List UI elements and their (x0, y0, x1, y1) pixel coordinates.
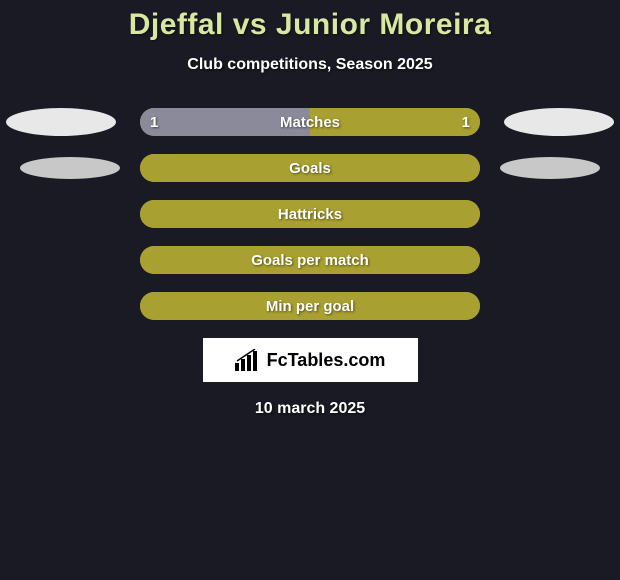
stat-label: Min per goal (266, 298, 354, 315)
stat-row: Min per goal (0, 292, 620, 320)
stat-value-right: 1 (462, 114, 470, 131)
stat-bar: Min per goal (140, 292, 480, 320)
footer-date: 10 march 2025 (255, 400, 365, 418)
stat-label: Goals per match (251, 252, 369, 269)
chart-icon (235, 349, 261, 371)
player-ellipse-right (500, 157, 600, 179)
player-ellipse-left (6, 108, 116, 136)
player-ellipse-left (20, 157, 120, 179)
stat-value-left: 1 (150, 114, 158, 131)
comparison-infographic: Djeffal vs Junior Moreira Club competiti… (0, 0, 620, 418)
stat-bar: Hattricks (140, 200, 480, 228)
subtitle: Club competitions, Season 2025 (187, 56, 432, 74)
stat-bar: Goals per match (140, 246, 480, 274)
chart-area: Matches 1 1 Goals Hattricks Goals per match Mi… (0, 108, 620, 320)
stat-bar: Matches 1 1 (140, 108, 480, 136)
stat-label: Goals (289, 160, 331, 177)
stat-row: Matches 1 1 (0, 108, 620, 136)
stat-row: Hattricks (0, 200, 620, 228)
stat-bar: Goals (140, 154, 480, 182)
player-ellipse-right (504, 108, 614, 136)
stat-row: Goals per match (0, 246, 620, 274)
page-title: Djeffal vs Junior Moreira (129, 8, 492, 42)
logo-box: FcTables.com (203, 338, 418, 382)
stat-label: Hattricks (278, 206, 342, 223)
stat-row: Goals (0, 154, 620, 182)
logo-text: FcTables.com (267, 350, 386, 371)
stat-label: Matches (280, 114, 340, 131)
